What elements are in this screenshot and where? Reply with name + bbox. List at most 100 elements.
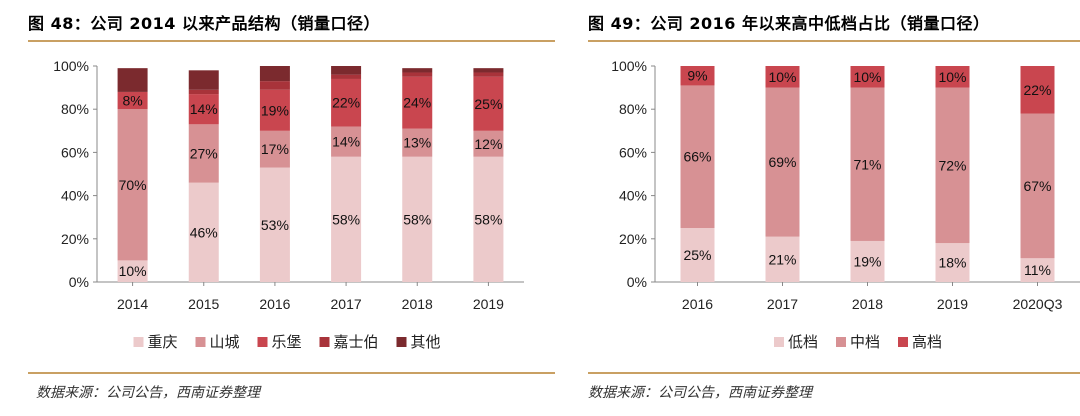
data-label: 11% [1024, 262, 1051, 278]
bar-segment [259, 66, 290, 82]
bar-segment [259, 89, 290, 131]
data-label: 13% [403, 135, 431, 151]
bar-segment [935, 87, 970, 244]
y-tick-label: 100% [611, 58, 647, 74]
data-label: 22% [332, 95, 360, 111]
legend-swatch [396, 337, 407, 347]
bar-segment [1020, 258, 1055, 282]
legend: 低档 中档 高档 [774, 333, 942, 351]
y-tick-label: 80% [619, 101, 647, 117]
legend-label: 乐堡 [272, 333, 302, 351]
legend-label: 嘉士伯 [334, 333, 379, 351]
data-label: 9% [687, 68, 707, 84]
y-tick-label: 100% [53, 58, 89, 74]
x-tick-label: 2018 [402, 296, 433, 312]
y-tick-label: 80% [61, 101, 89, 117]
y-tick-label: 20% [61, 231, 89, 247]
legend: 重庆 山城 乐堡 嘉士伯 其他 [133, 333, 441, 351]
bar-segment [1020, 66, 1055, 114]
bar-segment [473, 156, 504, 282]
x-tick-label: 2017 [331, 296, 362, 312]
legend-swatch [774, 337, 784, 347]
bar-segment [188, 89, 219, 95]
source-rule [28, 372, 555, 374]
data-label: 19% [853, 253, 881, 269]
bar-segment [402, 72, 433, 77]
bar-segment [935, 66, 970, 88]
bar-segment [680, 66, 715, 86]
y-tick-label: 40% [619, 188, 647, 204]
data-label: 10% [119, 263, 147, 279]
legend-label: 低档 [788, 333, 818, 351]
bar-segment [765, 236, 800, 282]
legend-swatch [319, 337, 330, 347]
x-tick-label: 2019 [937, 296, 968, 312]
data-label: 19% [261, 102, 289, 118]
data-label: 71% [853, 156, 881, 172]
data-label: 66% [683, 149, 711, 165]
stacked-bar-chart-price-tier: 0% 20% 40% 60% 80% 100% 25% 66% 9% 2016 21% 69% 10% 2… [611, 58, 1080, 351]
x-tick-label: 2019 [473, 296, 504, 312]
data-label: 67% [1023, 178, 1051, 194]
chart-panel-left: 图 48：公司 2014 以来产品结构（销量口径） 0% 20% 40% 60% 80%… [28, 14, 555, 401]
y-tick-label: 60% [619, 144, 647, 160]
bar-segment [331, 66, 362, 75]
y-tick-label: 20% [619, 231, 647, 247]
x-tick-label: 2016 [259, 296, 290, 312]
bar-segment [765, 66, 800, 88]
legend-label: 中档 [850, 333, 880, 351]
legend-swatch [195, 337, 206, 347]
x-tick-label: 2016 [682, 296, 713, 312]
legend-swatch [133, 337, 144, 347]
bar-segment [473, 68, 504, 73]
legend-swatch [836, 337, 846, 347]
data-label: 22% [1023, 82, 1051, 98]
title-rule [28, 40, 555, 42]
bar-segment [850, 240, 885, 282]
legend-label: 山城 [210, 333, 240, 351]
chart-panel-right: 图 49：公司 2016 年以来高中低档占比（销量口径） 0% 20% 40% 60%… [580, 0, 1080, 416]
bar-segment [850, 87, 885, 241]
bar-segment [680, 85, 715, 228]
data-label: 14% [332, 134, 360, 150]
data-label: 70% [119, 177, 147, 193]
data-label: 18% [938, 255, 966, 271]
x-tick-label: 2017 [767, 296, 798, 312]
data-label: 10% [938, 69, 966, 85]
y-tick-label: 40% [61, 188, 89, 204]
bar-segment [680, 228, 715, 282]
bar-segment [473, 72, 504, 77]
bar-segment [331, 126, 362, 157]
data-label: 12% [474, 136, 502, 152]
x-tick-label: 2015 [188, 296, 219, 312]
x-tick-label: 2018 [852, 296, 883, 312]
bar-segment [259, 130, 290, 168]
legend-label: 重庆 [148, 333, 178, 351]
data-label: 69% [768, 154, 796, 170]
bar-segment [188, 70, 219, 90]
data-label: 8% [122, 93, 142, 109]
bar-segment [473, 130, 504, 157]
chart-title: 图 49：公司 2016 年以来高中低档占比（销量口径） [588, 14, 990, 33]
bar-segment [331, 156, 362, 282]
bar-segment [402, 68, 433, 73]
data-label: 14% [190, 101, 218, 117]
y-tick-label: 60% [61, 144, 89, 160]
y-tick-label: 0% [627, 274, 647, 290]
data-label: 58% [403, 211, 431, 227]
bar-segment [331, 78, 362, 127]
bar-segment [473, 76, 504, 131]
legend-label: 其他 [411, 333, 441, 351]
data-label: 46% [190, 224, 218, 240]
bar-segment [259, 167, 290, 282]
title-rule [588, 40, 1080, 42]
stacked-bar-chart-product-mix: 0% 20% 40% 60% 80% 100% 10% 70% 8% 2014 46% 27% 14% 2… [53, 58, 524, 351]
bar-segment [188, 182, 219, 282]
chart-title: 图 48：公司 2014 以来产品结构（销量口径） [28, 14, 381, 33]
data-label: 24% [403, 95, 431, 111]
data-label: 10% [853, 69, 881, 85]
data-label: 21% [768, 251, 796, 267]
bar-segment [935, 243, 970, 282]
data-source-note: 数据来源：公司公告，西南证券整理 [36, 385, 260, 401]
data-label: 10% [768, 69, 796, 85]
